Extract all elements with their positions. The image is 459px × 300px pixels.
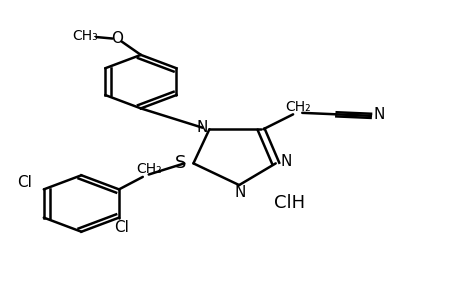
Text: CH₂: CH₂ [284, 100, 310, 114]
Text: S: S [174, 154, 186, 172]
Text: CH₂: CH₂ [135, 162, 161, 176]
Text: Cl: Cl [17, 175, 32, 190]
Text: N: N [373, 107, 384, 122]
Text: Cl: Cl [114, 220, 129, 235]
Text: ClH: ClH [273, 194, 304, 212]
Text: N: N [280, 154, 291, 169]
Text: N: N [196, 120, 208, 135]
Text: CH₃: CH₃ [72, 28, 98, 43]
Text: O: O [111, 31, 123, 46]
Text: N: N [234, 185, 246, 200]
